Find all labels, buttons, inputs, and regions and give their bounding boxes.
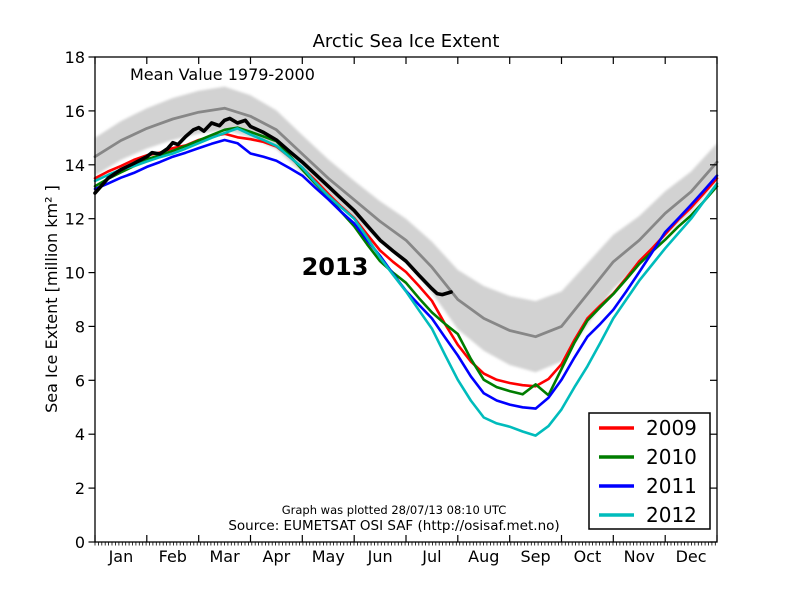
legend-label-2010: 2010 xyxy=(646,445,697,469)
x-tick-label: Mar xyxy=(210,547,241,566)
legend-label-2012: 2012 xyxy=(646,503,697,527)
series-line-2012 xyxy=(93,127,719,437)
y-tick-label: 2 xyxy=(75,479,85,498)
x-tick-label: Feb xyxy=(159,547,187,566)
y-tick-label: 16 xyxy=(65,102,85,121)
source-note: Source: EUMETSAT OSI SAF (http://osisaf.… xyxy=(228,518,559,534)
y-axis-label: Sea Ice Extent [million km² ] xyxy=(42,185,61,413)
x-tick-label: May xyxy=(312,547,345,566)
y-tick-label: 0 xyxy=(75,533,85,552)
legend-label-2009: 2009 xyxy=(646,416,697,440)
x-tick-label: Nov xyxy=(624,547,655,566)
mean-line xyxy=(93,106,719,339)
plot-frame xyxy=(94,56,718,543)
mean-value-label: Mean Value 1979-2000 xyxy=(130,65,315,84)
year-2013-annotation: 2013 xyxy=(302,253,369,281)
x-tick-label: Aug xyxy=(468,547,499,566)
legend-label-2011: 2011 xyxy=(646,474,697,498)
x-tick-label: Sep xyxy=(521,547,551,566)
x-tick-label: Jan xyxy=(108,547,134,566)
legend-box xyxy=(588,412,711,530)
chart-title: Arctic Sea Ice Extent xyxy=(313,31,500,52)
x-tick-label: Jun xyxy=(367,547,393,566)
x-tick-label: Jul xyxy=(421,547,441,566)
x-tick-label: Apr xyxy=(263,547,291,566)
std-band xyxy=(95,86,717,373)
y-tick-label: 18 xyxy=(65,48,85,67)
y-tick-label: 10 xyxy=(65,264,85,283)
y-tick-label: 12 xyxy=(65,210,85,229)
y-tick-label: 4 xyxy=(75,425,85,444)
x-tick-label: Dec xyxy=(676,547,707,566)
y-tick-label: 6 xyxy=(75,371,85,390)
series-line-2013 xyxy=(93,116,453,297)
plotted-timestamp-note: Graph was plotted 28/07/13 08:10 UTC xyxy=(282,503,507,517)
series-line-2010 xyxy=(93,126,719,397)
y-tick-label: 14 xyxy=(65,156,85,175)
y-tick-label: 8 xyxy=(75,317,85,336)
x-tick-label: Oct xyxy=(574,547,602,566)
